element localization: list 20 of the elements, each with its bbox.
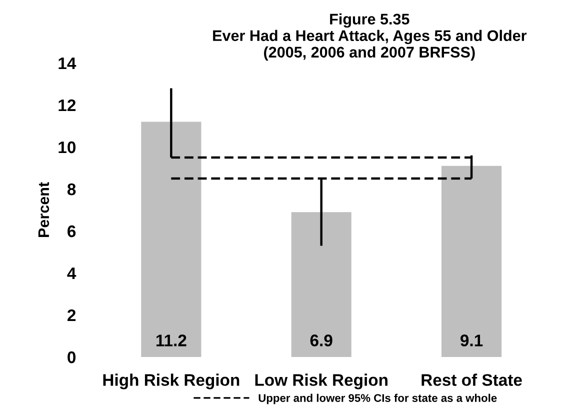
y-tick-label: 10	[58, 141, 76, 154]
y-tick-label: 14	[58, 58, 76, 70]
y-tick-label: 12	[58, 99, 76, 112]
bar	[441, 166, 502, 357]
y-tick-label: 4	[67, 268, 76, 280]
data-label: 6.9	[310, 334, 332, 346]
y-axis-title: Percent	[38, 182, 50, 237]
bar	[141, 122, 202, 357]
y-tick-label: 0	[68, 351, 76, 364]
y-tick-label: 6	[68, 225, 76, 238]
data-label: 11.2	[156, 334, 186, 346]
bar	[291, 212, 352, 357]
y-tick-label: 8	[67, 183, 76, 196]
y-tick-label: 2	[68, 309, 76, 322]
x-tick-label: Rest of State	[422, 374, 522, 386]
chart-title: Figure 5.35 Ever Had a Heart Attack, Ages 55 and Older (2005, 2006 and 2007 BRFSS)	[213, 13, 527, 61]
x-tick-label: Low Risk Region	[255, 374, 388, 390]
ref-line-label: Upper and lower 95% CIs for state as a whole	[258, 394, 497, 404]
data-label: 9.1	[460, 334, 483, 346]
x-tick-label: High Risk Region	[103, 374, 240, 390]
